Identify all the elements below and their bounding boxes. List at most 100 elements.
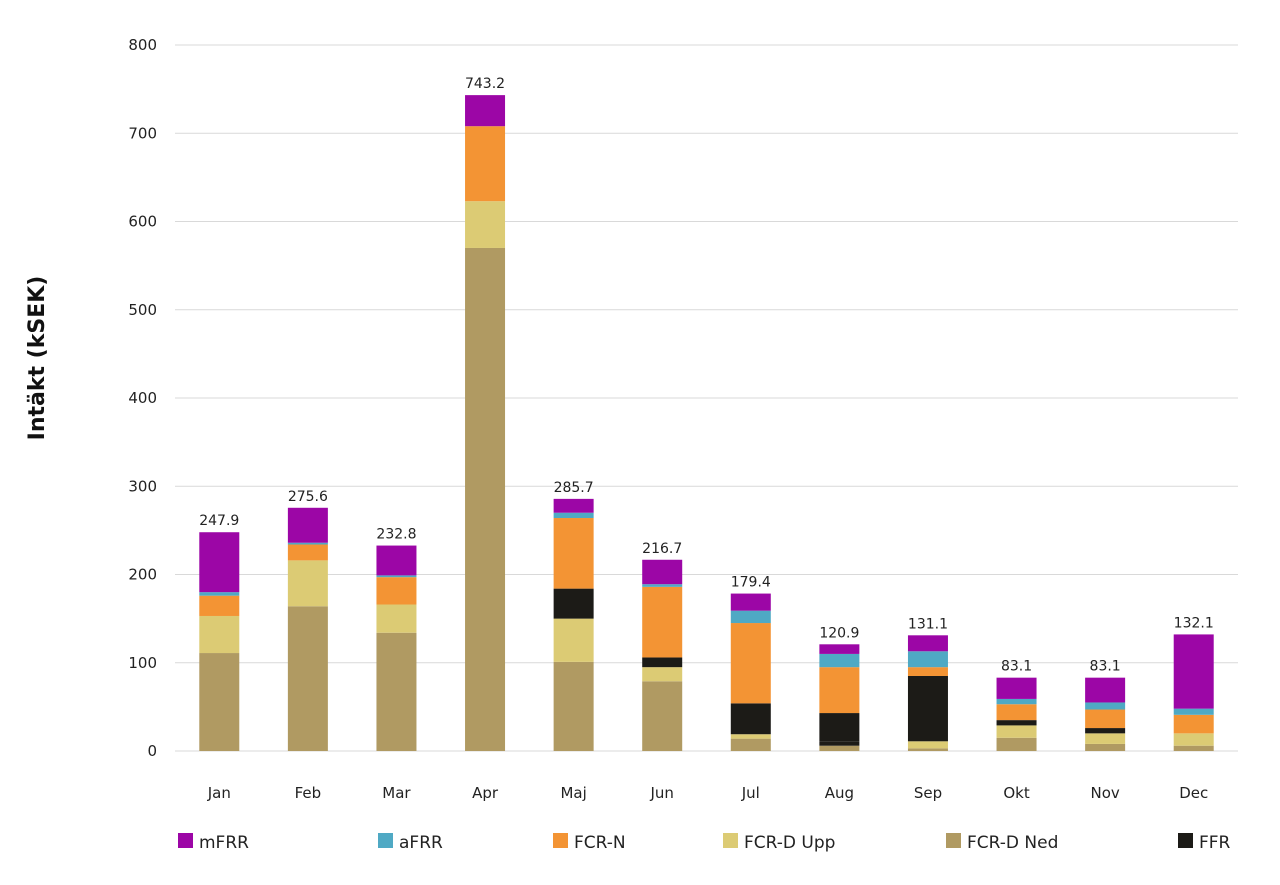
bar-segment-ffr-nov [1085, 728, 1126, 734]
legend-label-afrr: aFRR [399, 833, 443, 853]
x-tick-label-aug: Aug [825, 784, 854, 802]
x-tick-label-maj: Maj [560, 784, 586, 802]
bar-segment-afrr-feb [287, 542, 328, 545]
data-label-total-apr: 743.2 [465, 76, 505, 92]
bar-segment-ffr-aug [819, 713, 860, 742]
bar-segment-mfrr-maj [553, 498, 594, 513]
bar-segment-afrr-mar [376, 575, 417, 578]
bar-segment-fcr-d-ned-okt [996, 737, 1037, 751]
bar-segment-afrr-jul [730, 610, 771, 624]
bar-segment-fcr-d-ned-dec [1173, 745, 1214, 751]
bar-segment-fcr-n-mar [376, 577, 417, 605]
bar-segment-fcr-n-dec [1173, 714, 1214, 734]
bar-segment-fcr-d-upp-apr [465, 201, 506, 248]
legend-swatch-fcr-d-upp [723, 833, 738, 848]
bar-segment-fcr-n-jul [730, 623, 771, 704]
grid-layer [175, 44, 1238, 752]
legend-swatch-fcr-d-ned [946, 833, 961, 848]
legend-label-fcr-n: FCR-N [574, 833, 626, 853]
bar-segment-ffr-okt [996, 720, 1037, 726]
bar-segment-fcr-d-ned-maj [553, 661, 594, 751]
bar-segment-fcr-d-ned-apr [465, 247, 506, 751]
y-tick-label: 700 [128, 124, 157, 142]
legend-label-fcr-d-upp: FCR-D Upp [744, 833, 835, 853]
bar-segment-fcr-d-upp-dec [1173, 733, 1214, 746]
bar-segment-fcr-n-jun [642, 586, 683, 658]
x-tick-label-okt: Okt [1003, 784, 1029, 802]
bar-segment-fcr-d-ned-jun [642, 681, 683, 751]
y-tick-label: 600 [128, 213, 157, 231]
bar-segment-fcr-d-ned-feb [287, 606, 328, 751]
bar-segment-fcr-n-feb [287, 544, 328, 561]
data-label-total-jul: 179.4 [731, 575, 771, 591]
bars-layer [199, 95, 1214, 751]
bar-segment-fcr-d-ned-mar [376, 632, 417, 751]
legend-label-fcr-d-ned: FCR-D Ned [967, 833, 1058, 853]
bar-segment-mfrr-jul [730, 593, 771, 611]
bar-segment-fcr-d-upp-jun [642, 667, 683, 682]
x-tick-label-jul: Jul [741, 784, 760, 802]
bar-segment-fcr-n-sep [907, 667, 948, 676]
bar-segment-afrr-nov [1085, 702, 1126, 710]
y-tick-label: 0 [147, 742, 157, 760]
data-label-total-dec: 132.1 [1174, 615, 1214, 631]
labels-layer: 0 100 200 300 400 500 600 700 800 247.9 Jan 275.6 Fe… [128, 36, 1213, 802]
bar-segment-fcr-d-upp-jul [730, 734, 771, 739]
x-tick-label-dec: Dec [1179, 784, 1208, 802]
legend-swatch-fcr-n [553, 833, 568, 848]
x-tick-label-mar: Mar [382, 784, 411, 802]
x-tick-label-jan: Jan [207, 784, 231, 802]
data-label-total-okt: 83.1 [1001, 659, 1032, 675]
legend: mFRR aFRR FCR-N FCR-D Upp FCR-D Ned FFR [178, 833, 1231, 853]
x-tick-label-feb: Feb [295, 784, 322, 802]
bar-segment-fcr-d-ned-nov [1085, 743, 1126, 751]
bar-segment-ffr-aug [819, 741, 860, 746]
bar-segment-afrr-okt [996, 698, 1037, 705]
x-tick-label-apr: Apr [472, 784, 499, 802]
bar-segment-fcr-d-upp-maj [553, 618, 594, 662]
bar-segment-fcr-n-aug [819, 667, 860, 714]
bar-segment-mfrr-aug [819, 644, 860, 654]
legend-label-ffr: FFR [1199, 833, 1231, 853]
legend-label-mfrr: mFRR [199, 833, 249, 853]
data-label-total-sep: 131.1 [908, 616, 948, 632]
bar-segment-ffr-jul [730, 703, 771, 735]
bar-segment-mfrr-dec [1173, 634, 1214, 709]
y-tick-label: 100 [128, 654, 157, 672]
data-label-total-jan: 247.9 [199, 513, 239, 529]
bar-segment-fcr-d-upp-jan [199, 615, 240, 654]
bar-segment-mfrr-okt [996, 677, 1037, 699]
bar-segment-fcr-d-upp-nov [1085, 733, 1126, 744]
legend-swatch-afrr [378, 833, 393, 848]
data-label-total-maj: 285.7 [554, 480, 594, 496]
y-tick-label: 200 [128, 566, 157, 584]
legend-swatch-mfrr [178, 833, 193, 848]
bar-segment-fcr-d-ned-jan [199, 653, 240, 751]
bar-segment-ffr-sep [907, 675, 948, 742]
data-label-total-mar: 232.8 [376, 527, 416, 543]
bar-segment-mfrr-jan [199, 532, 240, 593]
bar-segment-fcr-n-nov [1085, 709, 1126, 729]
bar-segment-ffr-maj [553, 588, 594, 619]
bar-segment-fcr-d-ned-sep [907, 748, 948, 751]
bar-segment-fcr-n-jan [199, 595, 240, 616]
y-tick-label: 500 [128, 301, 157, 319]
bar-segment-fcr-d-ned-aug [819, 745, 860, 751]
bar-segment-afrr-maj [553, 512, 594, 519]
bar-segment-fcr-n-maj [553, 518, 594, 589]
data-label-total-nov: 83.1 [1090, 659, 1121, 675]
bar-segment-mfrr-apr [465, 95, 506, 127]
x-tick-label-jun: Jun [649, 784, 673, 802]
bar-segment-afrr-dec [1173, 708, 1214, 715]
bar-segment-fcr-n-apr [465, 126, 506, 202]
bar-segment-afrr-sep [907, 651, 948, 668]
bar-segment-mfrr-sep [907, 635, 948, 652]
x-tick-label-sep: Sep [914, 784, 942, 802]
data-label-total-aug: 120.9 [819, 625, 859, 641]
bar-segment-mfrr-mar [376, 545, 417, 576]
bar-segment-fcr-d-upp-okt [996, 725, 1037, 738]
data-label-total-jun: 216.7 [642, 541, 682, 557]
bar-segment-afrr-jan [199, 592, 240, 596]
